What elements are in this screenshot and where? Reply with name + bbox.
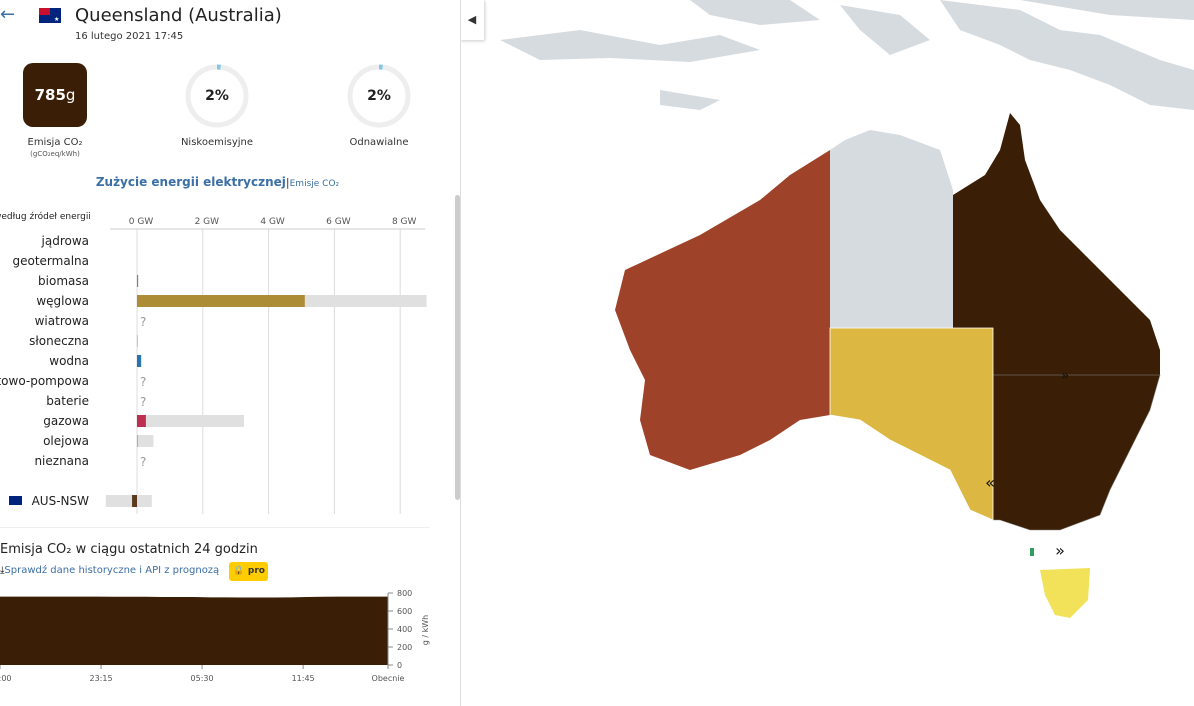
back-button[interactable]: ←: [0, 4, 16, 25]
tab[interactable]: Emisje CO₂: [289, 179, 340, 189]
production-bar: [137, 295, 305, 307]
gauge-label: Odnawialne: [349, 137, 409, 148]
x-tick-label: 17:00: [0, 674, 12, 683]
islands: [500, 0, 1194, 110]
history-title: Emisja CO₂ w ciągu ostatnich 24 godzin: [0, 542, 258, 557]
tab-active[interactable]: Zużycie energii elektrycznej: [95, 175, 286, 189]
value-label: ?: [140, 395, 146, 409]
exchange-capacity: [105, 495, 152, 507]
area: [0, 596, 388, 665]
carbon-label: Emisja CO₂: [27, 137, 83, 148]
x-tick-label: 6 GW: [326, 217, 351, 227]
region-island[interactable]: [1030, 548, 1034, 556]
region-nsw-vic[interactable]: [992, 374, 1161, 531]
scrollbar[interactable]: [455, 195, 460, 500]
category-label: wodna: [49, 354, 89, 368]
x-tick-label: 23:15: [90, 674, 113, 683]
category-label: biomasa: [38, 274, 89, 288]
production-bar: [137, 275, 138, 287]
history-link[interactable]: ⤓Sprawdź dane historyczne i API z progno…: [0, 565, 220, 576]
y-tick-label: 800: [397, 589, 412, 598]
collapse-button[interactable]: ◀: [460, 0, 484, 40]
value-label: ?: [140, 315, 146, 329]
gauge-value: 2%: [205, 88, 229, 104]
x-tick-label: 4 GW: [260, 217, 285, 227]
x-tick-label: 05:30: [191, 674, 214, 683]
exchange-arrow: »: [1061, 368, 1070, 384]
production-bar: [137, 435, 138, 447]
side-panel: ← ★ Queensland (Australia) 16 lutego 202…: [0, 0, 461, 706]
y-tick-label: 0: [397, 661, 402, 670]
region-tas[interactable]: [1040, 568, 1090, 618]
y-tick-label: 200: [397, 643, 412, 652]
history-link-text[interactable]: Sprawdź dane historyczne i API z prognoz…: [4, 565, 220, 576]
capacity-bar: [137, 435, 154, 447]
value-label: ?: [140, 455, 146, 469]
datetime: 16 lutego 2021 17:45: [75, 31, 184, 42]
title: Queensland (Australia): [75, 5, 282, 26]
x-tick-label: 11:45: [292, 674, 315, 683]
capacity-bar: [137, 415, 244, 427]
category-label: geotermalna: [13, 254, 90, 268]
x-tick-label: 0 GW: [129, 217, 154, 227]
gauge-arc: [185, 64, 249, 128]
svg-text:★: ★: [54, 16, 59, 23]
category-label: baterie: [46, 394, 89, 408]
category-label: słoneczna: [29, 334, 89, 348]
x-tick-label: Obecnie: [372, 674, 405, 683]
gauge-label: Niskoemisyjne: [180, 137, 254, 148]
chart-subtitle: według źródeł energii: [0, 211, 91, 222]
production-bar: [137, 335, 138, 347]
category-label: nieznana: [34, 454, 89, 468]
carbon-unit: g: [65, 86, 76, 104]
capacity-bar: [137, 275, 139, 287]
exchange-zone: AUS-NSW: [32, 494, 90, 508]
category-label: szczytowo-pompowa: [0, 374, 89, 388]
carbon-value: 785: [34, 86, 66, 104]
category-label: gazowa: [43, 414, 89, 428]
y-tick-label: 600: [397, 607, 412, 616]
x-tick-label: 8 GW: [392, 217, 417, 227]
category-label: wiatrowa: [35, 314, 89, 328]
gauge: 2%: [185, 64, 249, 128]
exchange-bar: [132, 495, 137, 507]
region-sa[interactable]: [829, 327, 994, 521]
flag: ★: [39, 8, 61, 23]
region-wa[interactable]: [615, 150, 830, 470]
gauge-value: 2%: [367, 88, 391, 104]
pro-text: pro: [247, 566, 265, 576]
history-chart: 0 200 400 600 800 g / kWh 17:00 23:15 05:30 11:45…: [0, 589, 430, 683]
production-bar: [137, 415, 146, 427]
gauge: 2%: [347, 64, 411, 128]
flag: [9, 496, 22, 505]
category-label: węglowa: [36, 294, 89, 308]
x-tick-label: 2 GW: [195, 217, 220, 227]
production-bar: [137, 355, 141, 367]
y-axis-label: g / kWh: [421, 615, 430, 645]
production-chart: według źródeł energii 0 GW 2 GW 4 GW 6 GW 8 G…: [0, 211, 427, 514]
value-label: ?: [140, 375, 146, 389]
gauge-arc: [347, 64, 411, 128]
exchange-arrow: »: [1055, 541, 1065, 560]
exchange-arrow: «: [985, 473, 995, 492]
region-qld[interactable]: [953, 113, 1160, 375]
region-nt[interactable]: [830, 130, 953, 328]
pro-badge[interactable]: 🔒 pro: [229, 562, 268, 581]
tabs: Zużycie energii elektrycznej|Emisje CO₂: [0, 175, 435, 189]
map: » « »: [500, 0, 1194, 618]
category-label: olejowa: [43, 434, 89, 448]
category-label: jądrowa: [41, 234, 89, 248]
y-tick-label: 400: [397, 625, 412, 634]
carbon-sublabel: (gCO₂eq/kWh): [30, 150, 80, 158]
divider: [0, 527, 430, 528]
tab-separator: |: [285, 176, 290, 189]
carbon-box: 785g: [23, 63, 87, 127]
